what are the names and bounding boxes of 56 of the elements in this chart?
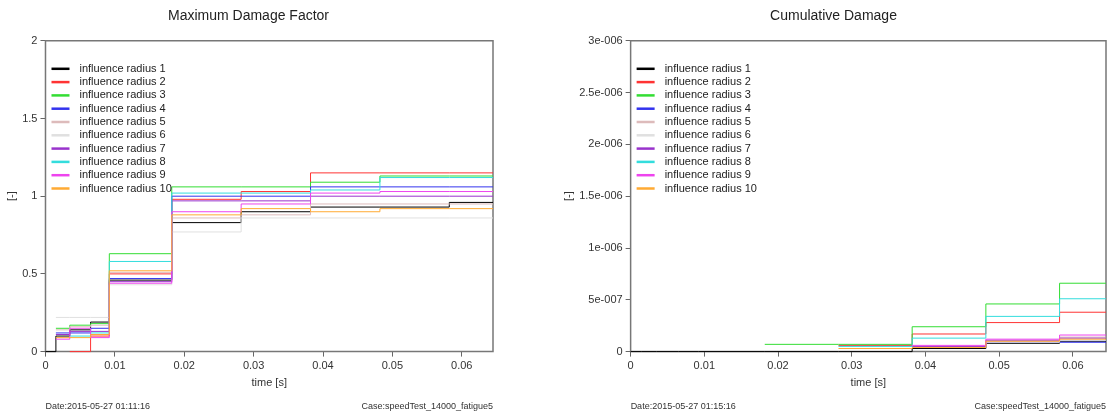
- legend-label: influence radius 6: [664, 128, 751, 141]
- x-tick-label: 0.01: [104, 359, 126, 372]
- legend-label: influence radius 9: [664, 168, 751, 181]
- legend-label: influence radius 2: [664, 75, 751, 88]
- x-tick-label: 0.05: [988, 359, 1010, 372]
- x-tick-label: 0: [42, 359, 49, 372]
- legend-label: influence radius 5: [79, 115, 166, 128]
- legend-label: influence radius 4: [664, 101, 751, 114]
- y-tick-label: 0: [616, 344, 623, 357]
- legend-label: influence radius 8: [664, 154, 751, 167]
- x-tick-label: 0.04: [312, 359, 334, 372]
- y-tick-label: 2: [31, 33, 38, 46]
- legend-label: influence radius 7: [664, 141, 751, 154]
- x-tick-label: 0.02: [767, 359, 789, 372]
- x-tick-label: 0: [627, 359, 634, 372]
- y-tick-label: 1e-006: [588, 241, 623, 254]
- x-axis-title: time [s]: [251, 376, 287, 389]
- text: Case:speedTest_14000_fatigue5: [361, 401, 493, 411]
- y-tick-label: 0: [31, 344, 38, 357]
- legend-label: influence radius 3: [79, 88, 166, 101]
- legend-label: influence radius 5: [664, 115, 751, 128]
- x-tick-label: 0.04: [914, 359, 937, 372]
- legend-label: influence radius 7: [79, 141, 166, 154]
- y-tick-label: 2.5e-006: [579, 85, 623, 98]
- legend-label: influence radius 6: [79, 128, 166, 141]
- text: Case:speedTest_14000_fatigue5: [974, 401, 1106, 411]
- chart-title: Maximum Damage Factor: [167, 7, 330, 24]
- y-axis-title: [-]: [561, 191, 574, 202]
- y-tick-label: 3e-006: [588, 33, 623, 46]
- legend-label: influence radius 8: [79, 154, 166, 167]
- y-tick-label: 5e-007: [588, 292, 623, 305]
- y-tick-label: 1: [31, 189, 38, 202]
- x-tick-label: 0.05: [381, 359, 404, 372]
- legend-label: influence radius 2: [79, 75, 166, 88]
- x-tick-label: 0.06: [1062, 359, 1084, 372]
- text: Date:2015-05-27 01:11:16: [45, 401, 150, 411]
- text: Date:2015-05-27 01:15:16: [630, 401, 736, 411]
- legend-label: influence radius 1: [664, 61, 751, 74]
- x-tick-label: 0.03: [242, 359, 265, 372]
- legend-label: influence radius 9: [79, 168, 166, 181]
- y-axis-title: [-]: [4, 191, 17, 202]
- legend-label: influence radius 10: [664, 181, 757, 194]
- y-tick-label: 1.5: [22, 111, 38, 124]
- chart-title: Cumulative Damage: [770, 7, 898, 24]
- legend-label: influence radius 10: [79, 181, 172, 194]
- x-tick-label: 0.03: [841, 359, 863, 372]
- y-tick-label: 0.5: [22, 266, 38, 279]
- x-tick-label: 0.06: [451, 359, 473, 372]
- legend-label: influence radius 3: [664, 88, 751, 101]
- x-tick-label: 0.01: [693, 359, 716, 372]
- x-tick-label: 0.02: [173, 359, 195, 372]
- x-axis-title: time [s]: [850, 376, 887, 389]
- legend-label: influence radius 1: [79, 61, 166, 74]
- y-tick-label: 1.5e-006: [579, 189, 623, 202]
- y-tick-label: 2e-006: [588, 137, 623, 150]
- legend-label: influence radius 4: [79, 101, 166, 114]
